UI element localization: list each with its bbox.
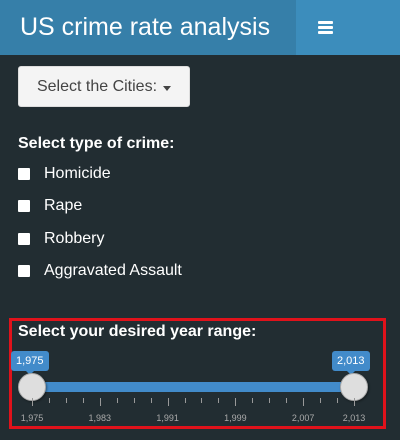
checkbox-rape[interactable]: Rape xyxy=(18,197,82,215)
crime-type-label: Select type of crime: xyxy=(18,135,175,152)
minor-tick xyxy=(269,398,271,403)
checkbox-icon[interactable] xyxy=(18,233,30,245)
minor-tick xyxy=(48,398,50,403)
major-tick xyxy=(167,398,169,406)
checkbox-aggravated-assault[interactable]: Aggravated Assault xyxy=(18,262,182,280)
year-range-label: Select your desired year range: xyxy=(18,323,257,340)
checkbox-label: Robbery xyxy=(44,230,105,247)
major-tick xyxy=(32,398,33,406)
checkbox-label: Aggravated Assault xyxy=(44,262,182,279)
checkbox-icon[interactable] xyxy=(18,200,30,212)
tick-label: 2,013 xyxy=(342,413,366,423)
select-cities-label: Select the Cities: xyxy=(36,77,158,95)
tick-label: 1,999 xyxy=(224,413,247,423)
checkbox-label: Homicide xyxy=(44,165,111,182)
caret-down-icon xyxy=(163,85,172,91)
minor-tick xyxy=(150,398,152,403)
tick-label: 1,983 xyxy=(88,413,112,423)
year-range-highlight-box xyxy=(9,318,386,429)
checkbox-icon[interactable] xyxy=(18,168,30,180)
minor-tick xyxy=(320,398,322,403)
hamburger-menu-icon xyxy=(317,21,333,34)
tick-label: 1,975 xyxy=(20,413,44,423)
minor-tick xyxy=(184,398,186,403)
year-range-from-handle[interactable] xyxy=(18,373,46,401)
minor-tick xyxy=(133,398,135,403)
major-tick xyxy=(99,398,101,406)
checkbox-homicide[interactable]: Homicide xyxy=(18,165,111,183)
app-title[interactable]: US crime rate analysis xyxy=(0,0,296,55)
minor-tick xyxy=(201,398,203,403)
select-cities-dropdown[interactable]: Select the Cities: xyxy=(18,66,190,107)
minor-tick xyxy=(65,398,67,403)
year-range-to-bubble: 2,013 xyxy=(332,351,370,375)
app-header: US crime rate analysis xyxy=(0,0,400,55)
minor-tick xyxy=(337,398,339,403)
year-range-to-handle[interactable] xyxy=(340,373,368,401)
tick-label: 2,007 xyxy=(291,413,315,423)
major-tick xyxy=(354,398,355,406)
minor-tick xyxy=(82,398,84,403)
tick-label: 1,991 xyxy=(156,413,179,423)
year-range-selected-bar[interactable] xyxy=(32,382,354,392)
minor-tick xyxy=(116,398,118,403)
minor-tick xyxy=(252,398,254,403)
checkbox-label: Rape xyxy=(44,197,83,214)
minor-tick xyxy=(218,398,220,403)
sidebar-toggle-button[interactable] xyxy=(296,0,354,55)
major-tick xyxy=(235,398,237,406)
checkbox-icon[interactable] xyxy=(18,265,30,277)
major-tick xyxy=(303,398,305,406)
year-range-from-bubble: 1,975 xyxy=(11,351,49,375)
checkbox-robbery[interactable]: Robbery xyxy=(18,230,104,248)
minor-tick xyxy=(286,398,288,403)
